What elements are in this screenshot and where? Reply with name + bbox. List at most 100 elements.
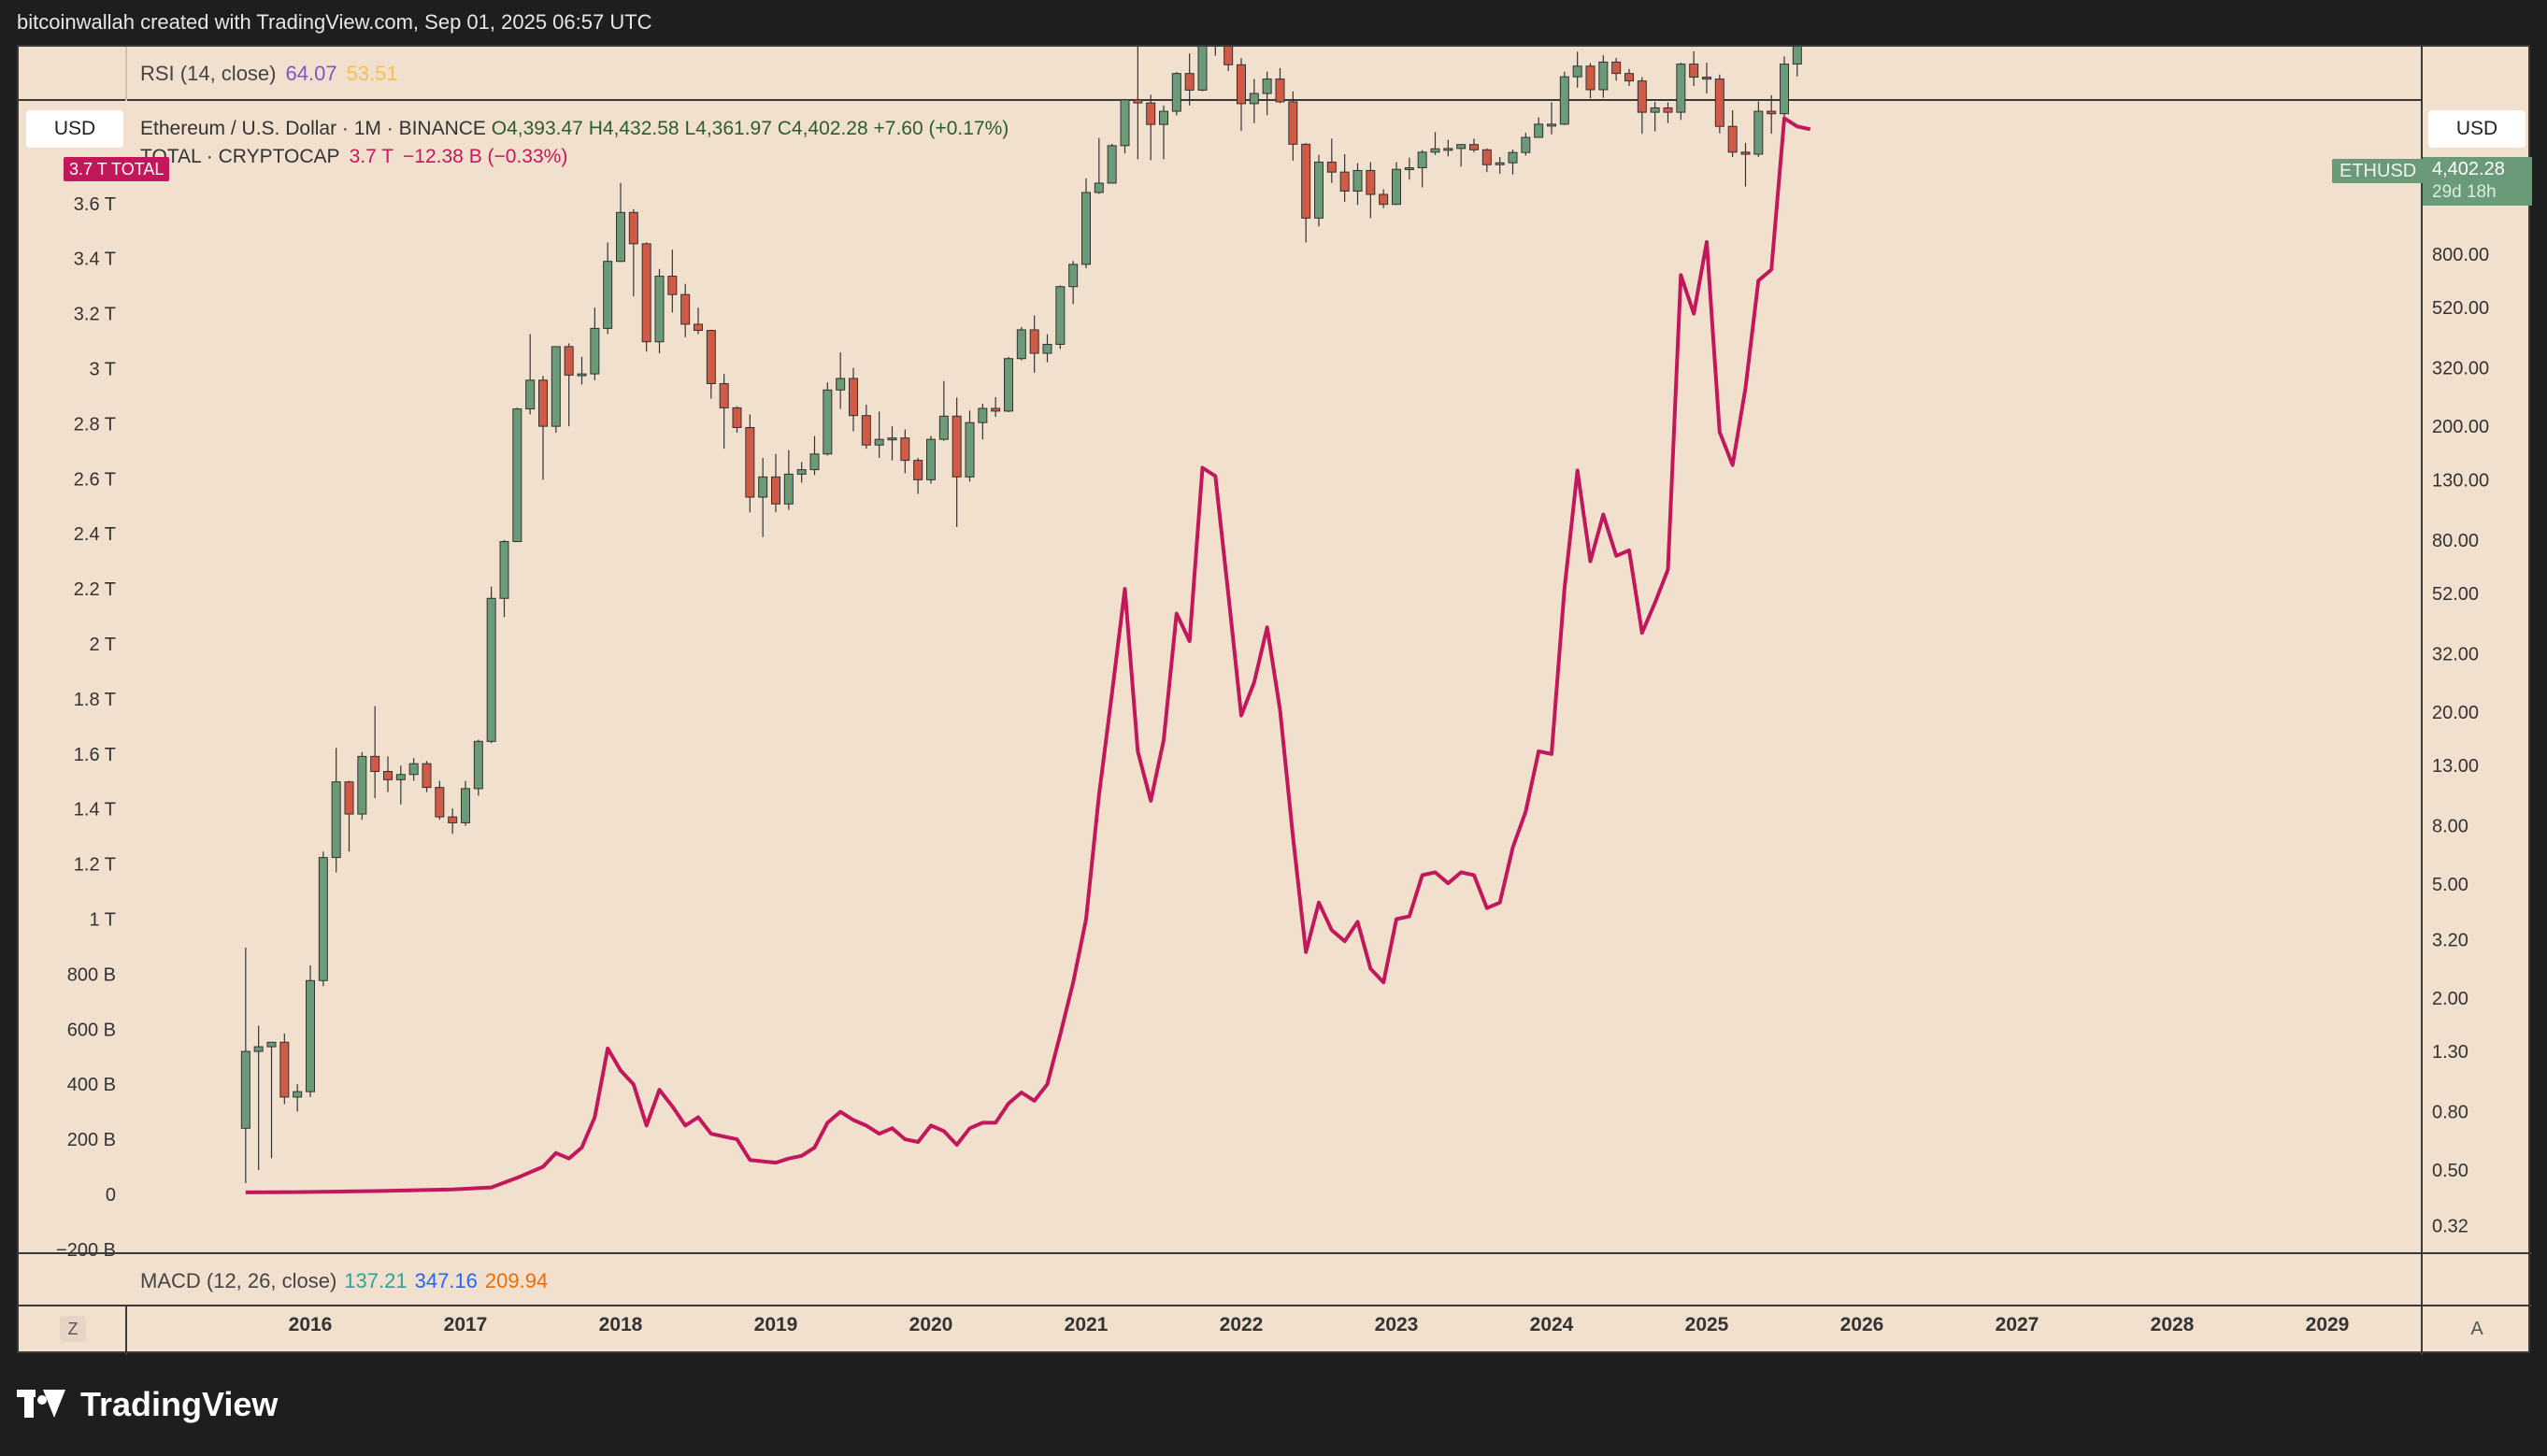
right-axis-tick-label: 32.00 bbox=[2432, 645, 2479, 665]
candle-body bbox=[1767, 110, 1777, 115]
candle bbox=[1650, 101, 1660, 132]
ethusd-price-tag: 4,402.28 29d 18h bbox=[2423, 157, 2532, 206]
candle bbox=[551, 346, 561, 433]
candle-body bbox=[253, 1046, 264, 1052]
candle bbox=[1366, 162, 1376, 219]
right-axis-tick-label: 800.00 bbox=[2432, 245, 2489, 265]
candle-body bbox=[745, 426, 755, 498]
candle bbox=[1676, 63, 1686, 121]
candle-body bbox=[473, 740, 483, 790]
candle-body bbox=[1249, 93, 1259, 105]
left-axis-tick-label: 3.2 T bbox=[74, 305, 116, 325]
candle-body bbox=[383, 770, 393, 780]
ethusd-symbol-tag: ETHUSD bbox=[2332, 159, 2425, 183]
candle-body bbox=[796, 469, 807, 475]
candle bbox=[306, 965, 315, 1097]
candle-body bbox=[991, 407, 1001, 412]
right-axis-tick-label: 20.00 bbox=[2432, 703, 2479, 723]
left-axis-tick-label: 2.6 T bbox=[74, 469, 116, 490]
rsi-pane[interactable]: RSI (14, close) 64.07 53.51 bbox=[19, 47, 2422, 101]
candle-body bbox=[306, 979, 315, 1092]
candle-body bbox=[331, 781, 341, 859]
candle bbox=[1326, 138, 1337, 183]
left-axis-tick-label: 600 B bbox=[67, 1020, 116, 1040]
candle-body bbox=[1159, 110, 1168, 125]
candle bbox=[952, 397, 962, 527]
left-axis-tick-label: 800 B bbox=[67, 964, 116, 985]
candle bbox=[1585, 63, 1595, 99]
left-scale-usd-button[interactable]: USD bbox=[26, 110, 123, 148]
candle-body bbox=[240, 1050, 250, 1129]
price-chart[interactable]: −200 B 0 200 B 400 B 600 B 800 B 1 T 1.2 T 1.4 T… bbox=[19, 47, 2532, 1355]
candle-body bbox=[1469, 144, 1479, 150]
time-axis-label: 2020 bbox=[909, 1314, 953, 1335]
right-axis-separator bbox=[2421, 47, 2423, 1355]
candle-body bbox=[1404, 167, 1414, 171]
candle bbox=[448, 808, 458, 835]
candle bbox=[293, 1083, 303, 1112]
candle bbox=[1481, 148, 1492, 173]
candle-body bbox=[1611, 61, 1622, 75]
candle bbox=[641, 242, 651, 352]
candle bbox=[525, 334, 536, 415]
candle bbox=[628, 208, 638, 297]
time-axis-label: 2026 bbox=[1840, 1314, 1884, 1335]
candle bbox=[796, 462, 807, 483]
candle-body bbox=[577, 373, 587, 377]
rsi-value-2: 53.51 bbox=[346, 62, 398, 85]
left-axis-tick-label: 3.4 T bbox=[74, 250, 116, 270]
candle-body bbox=[641, 243, 651, 343]
candle bbox=[1339, 154, 1350, 202]
rsi-legend: RSI (14, close) 64.07 53.51 bbox=[140, 62, 398, 86]
candle-body bbox=[370, 755, 380, 772]
candle-body bbox=[1042, 343, 1052, 354]
macd-pane[interactable]: MACD (12, 26, close) 137.21 347.16 209.94 bbox=[19, 1252, 2532, 1306]
candle bbox=[900, 429, 910, 474]
candle-body bbox=[1792, 47, 1802, 65]
candle-body bbox=[590, 327, 600, 375]
candle bbox=[1029, 315, 1039, 373]
zoom-toggle-button[interactable]: Z bbox=[60, 1316, 86, 1342]
candle bbox=[1055, 285, 1066, 350]
candle bbox=[823, 382, 833, 456]
time-axis-right-corner: A bbox=[2421, 1306, 2532, 1355]
candle-body bbox=[706, 330, 716, 385]
auto-scale-button[interactable]: A bbox=[2470, 1319, 2483, 1339]
candle bbox=[1068, 261, 1079, 305]
candle-body bbox=[952, 415, 962, 478]
candle bbox=[694, 307, 703, 335]
candle-body bbox=[525, 379, 536, 410]
chart-frame: RSI (14, close) 64.07 53.51 −200 B 0 200 B 40… bbox=[17, 45, 2532, 1355]
time-axis-label: 2022 bbox=[1220, 1314, 1264, 1335]
candle-body bbox=[1508, 151, 1518, 164]
ethusd-candles bbox=[240, 47, 1802, 1183]
candle bbox=[1171, 72, 1181, 116]
candle bbox=[1637, 77, 1647, 135]
candle-body bbox=[1456, 144, 1467, 150]
candle bbox=[253, 1025, 264, 1170]
candle bbox=[836, 351, 846, 409]
time-axis-label: 2023 bbox=[1375, 1314, 1419, 1335]
right-scale-usd-button[interactable]: USD bbox=[2428, 110, 2526, 148]
candle bbox=[1223, 47, 1234, 71]
candle-body bbox=[1301, 143, 1311, 219]
candle-body bbox=[849, 378, 858, 417]
candle bbox=[1197, 47, 1208, 92]
candle-body bbox=[913, 460, 923, 480]
candle bbox=[771, 453, 780, 513]
candle-body bbox=[823, 389, 833, 455]
candle bbox=[616, 182, 625, 263]
candle bbox=[240, 947, 250, 1183]
candle bbox=[1262, 71, 1272, 116]
macd-label: MACD (12, 26, close) bbox=[140, 1269, 337, 1292]
candle-body bbox=[279, 1041, 290, 1098]
candle bbox=[1534, 117, 1544, 138]
candle-body bbox=[758, 476, 768, 498]
candle bbox=[1107, 143, 1117, 184]
candle-body bbox=[512, 408, 522, 543]
right-axis-tick-label: 3.20 bbox=[2432, 930, 2468, 950]
candle-body bbox=[1094, 182, 1104, 193]
candle bbox=[357, 751, 367, 821]
candle bbox=[680, 283, 691, 337]
candle-body bbox=[1339, 171, 1350, 192]
